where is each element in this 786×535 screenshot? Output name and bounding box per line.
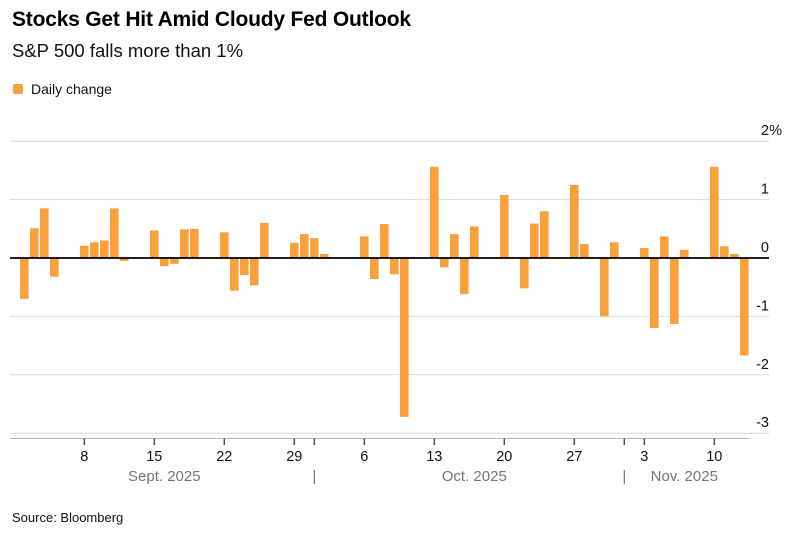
x-axis-date-label: 13 [426, 449, 442, 465]
bar [170, 258, 179, 264]
source-note: Source: Bloomberg [12, 510, 124, 525]
bar [250, 258, 259, 286]
y-axis-label: -2 [756, 357, 769, 373]
x-axis-date-label: 22 [216, 449, 232, 465]
bar [530, 223, 539, 258]
bar [220, 232, 229, 258]
bar [660, 236, 669, 258]
bar [730, 253, 739, 258]
bar [380, 224, 389, 258]
bar [150, 230, 159, 258]
bar [300, 234, 309, 258]
bar [320, 253, 329, 258]
bar [80, 245, 89, 258]
x-axis-date-label: 27 [566, 449, 582, 465]
bar [460, 258, 469, 295]
bar [180, 229, 189, 258]
bar [430, 166, 439, 258]
x-axis-date-label: 3 [640, 449, 648, 465]
bar [570, 185, 579, 258]
chart-legend: Daily change [13, 81, 112, 97]
y-axis-label: 1 [761, 182, 769, 198]
y-axis-label: -3 [756, 415, 769, 431]
month-separator: | [622, 468, 626, 485]
month-label: Sept. 2025 [128, 468, 201, 485]
bar [640, 248, 649, 258]
bar [540, 211, 549, 258]
bar [720, 246, 729, 258]
bar [120, 258, 129, 261]
bar [160, 258, 169, 267]
bar [500, 194, 509, 258]
bar [650, 258, 659, 329]
bar [450, 234, 459, 258]
x-axis-date-label: 29 [286, 449, 302, 465]
bar [370, 258, 379, 280]
bar [30, 228, 39, 258]
y-axis-label: 0 [761, 240, 769, 256]
bar [710, 166, 719, 258]
bar [40, 208, 49, 258]
x-axis-date-label: 20 [496, 449, 512, 465]
x-axis-date-label: 10 [706, 449, 722, 465]
page-title: Stocks Get Hit Amid Cloudy Fed Outlook [12, 8, 411, 31]
y-axis-label: -1 [756, 298, 769, 314]
bar [520, 258, 529, 289]
bar [680, 249, 689, 258]
bar [360, 236, 369, 258]
bar [400, 258, 409, 417]
bar [310, 238, 319, 258]
month-separator: | [312, 468, 316, 485]
bar [610, 242, 619, 258]
bar [390, 258, 399, 275]
bar [20, 258, 29, 299]
bar [580, 243, 589, 258]
bar [190, 228, 199, 258]
bar [90, 242, 99, 258]
bar [290, 242, 299, 258]
month-label: Nov. 2025 [651, 468, 718, 485]
legend-label: Daily change [31, 81, 112, 97]
bar [260, 222, 269, 258]
chart-subtitle: S&P 500 falls more than 1% [12, 40, 244, 61]
bar [50, 258, 59, 277]
x-axis-date-label: 8 [80, 449, 88, 465]
month-label: Oct. 2025 [442, 468, 507, 485]
bar [230, 258, 239, 291]
bar [600, 258, 609, 317]
x-axis-date-label: 6 [360, 449, 368, 465]
bar [240, 258, 249, 275]
bar [670, 258, 679, 324]
bar [470, 226, 479, 258]
legend-swatch-icon [13, 84, 23, 94]
bar [100, 240, 109, 258]
bar [110, 208, 119, 258]
bar [740, 258, 749, 356]
bar [440, 258, 449, 268]
y-axis-label: 2% [761, 123, 782, 139]
x-axis-date-label: 15 [146, 449, 162, 465]
